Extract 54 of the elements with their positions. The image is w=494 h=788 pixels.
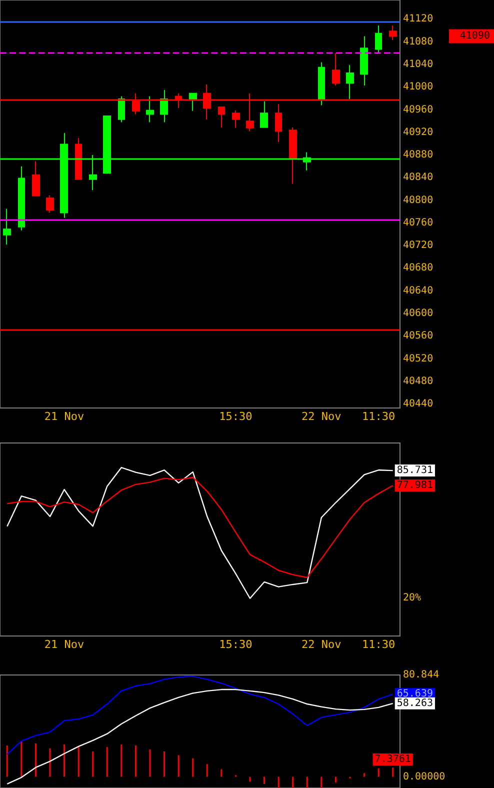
y-tick-label: 40480 xyxy=(403,376,434,387)
candlestick xyxy=(18,166,25,231)
y-tick-label: 0.00000 xyxy=(403,771,446,782)
candlestick xyxy=(375,24,382,54)
text: 20% xyxy=(403,592,422,604)
y-tick-label: 40520 xyxy=(403,353,434,364)
line-series xyxy=(6,676,394,755)
y-tick-label: 40960 xyxy=(403,104,434,116)
data-label: 85.731 xyxy=(396,465,433,476)
data-label: 77.981 xyxy=(396,480,433,491)
candlestick xyxy=(260,100,268,128)
candlestick xyxy=(75,138,82,180)
x-tick-label: 15:30 xyxy=(219,638,252,651)
candlestick xyxy=(32,160,40,196)
y-tick-label: 80.844 xyxy=(403,670,440,680)
x-tick-label: 22 Nov xyxy=(302,410,342,423)
y-tick-label: 40760 xyxy=(403,217,434,228)
y-tick-label: 40720 xyxy=(403,240,434,252)
candlestick xyxy=(3,208,11,245)
y-tick-label: 40600 xyxy=(403,308,434,319)
text: 41090 xyxy=(460,30,490,42)
y-tick-label: 40840 xyxy=(403,172,434,184)
x-tick-label: 11:30 xyxy=(362,410,396,423)
candlestick xyxy=(389,24,397,41)
y-tick-label: 40680 xyxy=(403,262,434,274)
x-tick-label: 21 Nov xyxy=(44,638,85,651)
y-tick-label: 41120 xyxy=(403,14,434,25)
y-tick-label: 41040 xyxy=(403,59,434,70)
candlestick xyxy=(118,96,125,123)
candlestick xyxy=(218,106,225,128)
candlestick xyxy=(46,194,54,214)
candlestick xyxy=(346,64,354,100)
y-tick-label: 41080 xyxy=(403,36,434,48)
y-tick-label: 40800 xyxy=(403,194,434,206)
candlestick xyxy=(360,36,368,86)
candlestick xyxy=(232,110,240,128)
x-tick-label: 15:30 xyxy=(219,410,252,423)
data-label: 65.639 xyxy=(396,688,433,700)
candlestick xyxy=(318,62,325,106)
y-tick-label: 40640 xyxy=(403,285,434,296)
candlestick xyxy=(332,52,340,86)
x-tick-label: 21 Nov xyxy=(44,410,85,423)
data-label: 7.3761 xyxy=(374,754,411,766)
y-tick-label: 40440 xyxy=(403,398,434,410)
y-tick-label: 40560 xyxy=(403,330,434,342)
candlestick xyxy=(289,126,297,184)
y-tick-label: 40880 xyxy=(403,150,434,161)
x-tick-label: 22 Nov xyxy=(302,638,342,651)
candlestick xyxy=(146,96,154,123)
y-tick-label: 40920 xyxy=(403,126,434,138)
data-label: 58.263 xyxy=(396,698,433,709)
x-tick-label: 11:30 xyxy=(362,638,396,651)
candlestick xyxy=(275,104,282,143)
y-tick-label: 41000 xyxy=(403,82,434,93)
